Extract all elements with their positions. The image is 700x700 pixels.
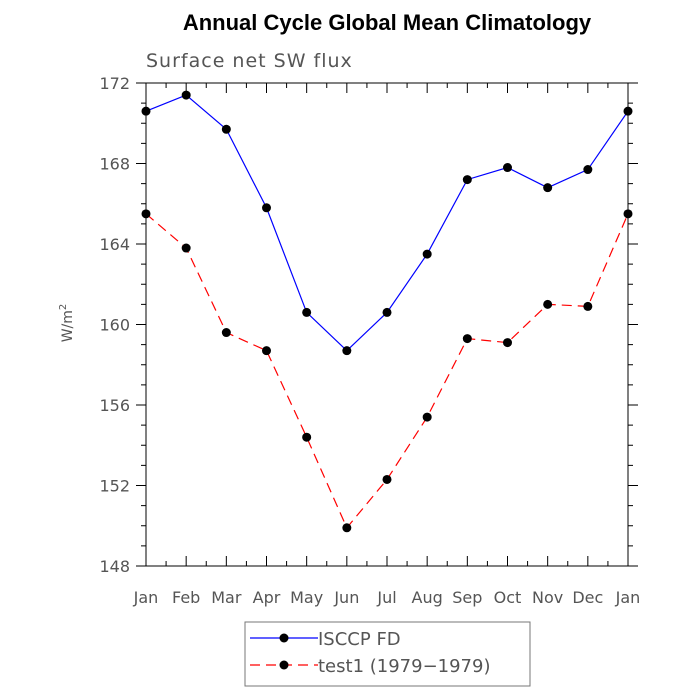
legend: ISCCP FD test1 (1979−1979) (244, 621, 531, 687)
data-point (221, 124, 231, 134)
data-point (141, 209, 151, 219)
data-point (422, 249, 432, 259)
y-axis-label: W/m (60, 310, 76, 342)
x-tick-label: Sep (452, 588, 482, 607)
x-tick-label: May (290, 588, 323, 607)
x-tick-label: Apr (253, 588, 281, 607)
legend-marker (279, 633, 289, 643)
data-series (141, 90, 633, 533)
chart-title: Annual Cycle Global Mean Climatology (183, 10, 592, 35)
y-axis-label-superscript: 2 (58, 304, 69, 310)
data-point (503, 163, 512, 173)
x-tick-label: Feb (172, 588, 200, 607)
legend-item: ISCCP FD (250, 629, 401, 650)
data-point (422, 412, 432, 422)
data-point (462, 175, 472, 185)
data-point (342, 346, 352, 356)
legend-box (244, 621, 531, 687)
data-point (543, 183, 553, 193)
x-tick-label: Dec (572, 588, 603, 607)
y-tick-label: 168 (99, 155, 130, 174)
plot-frame (145, 82, 629, 567)
data-point (503, 338, 512, 348)
x-tick-label: Aug (412, 588, 443, 607)
data-point (181, 90, 191, 100)
data-point (302, 307, 312, 317)
x-tick-label: Jan (133, 588, 159, 607)
data-point (302, 432, 312, 442)
data-point (221, 328, 231, 338)
y-tick-label: 164 (99, 235, 130, 254)
plot-axes: Jan Feb Mar Apr May Jun Jul Aug Sep Oct Nov Dec Jan1… (99, 74, 640, 607)
legend-item: test1 (1979−1979) (250, 656, 491, 677)
y-tick-label: 156 (99, 396, 130, 415)
svg-text:W/m2: W/m2 (58, 304, 76, 343)
data-point (623, 106, 633, 116)
legend-label: test1 (1979−1979) (318, 656, 491, 677)
legend-marker (279, 660, 289, 670)
data-point (462, 334, 472, 344)
data-point (262, 203, 271, 213)
legend-label: ISCCP FD (318, 629, 401, 650)
data-point (382, 474, 392, 484)
data-point (583, 165, 593, 175)
y-tick-label: 172 (99, 74, 130, 93)
x-tick-label: Jul (376, 588, 396, 607)
x-tick-label: Oct (494, 588, 522, 607)
chart-subtitle: Surface net SW flux (146, 50, 353, 72)
data-point (141, 106, 151, 116)
series-2 (141, 209, 633, 533)
data-point (543, 299, 553, 309)
y-axis-title: W/m2 (58, 304, 76, 343)
x-tick-label: Nov (532, 588, 563, 607)
data-point (583, 301, 593, 311)
x-tick-label: Mar (211, 588, 242, 607)
y-tick-label: 160 (99, 316, 130, 335)
x-tick-label: Jan (615, 588, 641, 607)
data-point (623, 209, 633, 219)
data-point (382, 307, 392, 317)
data-point (262, 346, 271, 356)
x-tick-label: Jun (333, 588, 359, 607)
data-point (342, 523, 352, 533)
y-tick-label: 152 (99, 477, 130, 496)
y-tick-label: 148 (99, 557, 130, 576)
series-1 (141, 90, 633, 356)
data-point (181, 243, 191, 253)
